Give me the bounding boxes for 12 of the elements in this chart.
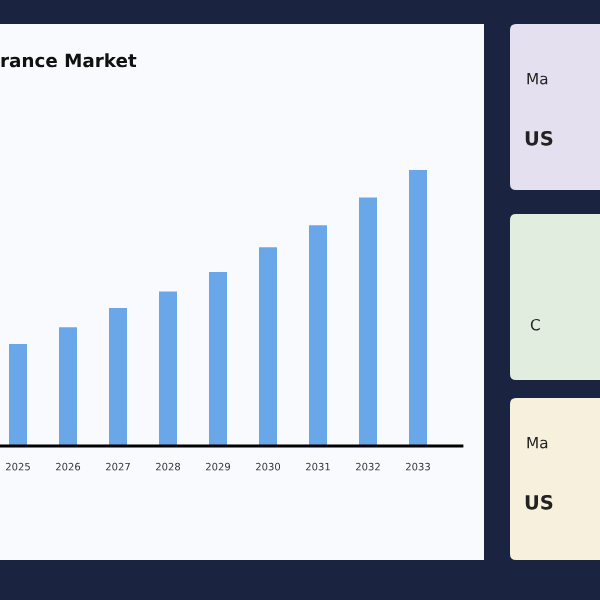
chart-title: rance Market [1,53,137,68]
bar [109,308,127,446]
bar [259,247,277,446]
bar [359,197,377,446]
bar [9,343,27,446]
bar [159,291,177,446]
bar [59,327,77,446]
text: US [525,130,553,146]
bar [209,272,227,446]
bar [409,170,427,446]
text: US [525,494,553,510]
bar [309,225,327,446]
